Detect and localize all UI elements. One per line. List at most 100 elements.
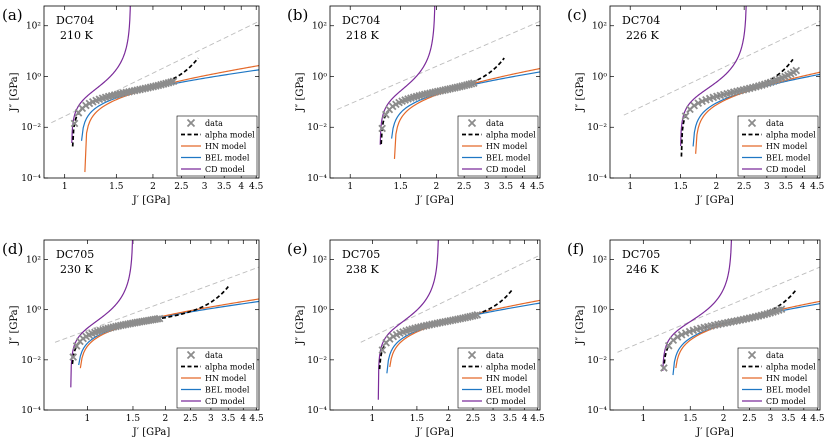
- y-tick-label: 10⁻²: [587, 356, 607, 366]
- data-point: [378, 346, 387, 354]
- legend-data-marker: [467, 118, 477, 128]
- sample-label: DC704: [342, 14, 380, 27]
- sample-label: DC705: [622, 248, 660, 261]
- temperature-label: 226 K: [626, 29, 659, 42]
- x-tick-label: 3.5: [221, 414, 236, 424]
- sample-label: DC705: [56, 248, 94, 261]
- cd-model-curve: [379, 6, 436, 145]
- x-tick-label: 3.5: [499, 182, 514, 192]
- sample-label: DC705: [342, 248, 380, 261]
- legend-data-marker: [186, 350, 196, 360]
- x-tick-label: 2.5: [457, 182, 472, 192]
- data-point: [72, 342, 81, 350]
- y-tick-label: 10⁻⁴: [307, 406, 327, 416]
- data-point: [82, 101, 90, 110]
- x-tick-label: 4: [238, 182, 244, 192]
- y-tick-label: 10⁰: [312, 306, 327, 316]
- x-tick-label: 1.5: [393, 182, 408, 192]
- legend-alpha-model-label: alpha model: [205, 363, 255, 372]
- y-tick-label: 10⁰: [592, 72, 607, 82]
- panel-letter: (c): [567, 6, 587, 24]
- legend-data-label: data: [766, 351, 784, 360]
- y-tick-label: 10⁰: [592, 306, 607, 316]
- y-tick-label: 10⁻⁴: [587, 174, 607, 184]
- y-tick-label: 10⁻²: [21, 123, 41, 133]
- legend-box: [176, 115, 258, 177]
- data-point: [777, 305, 786, 313]
- x-tick-label: 4.5: [530, 182, 545, 192]
- x-tick-label: 4.5: [249, 414, 264, 424]
- y-tick-label: 10²: [312, 22, 327, 32]
- x-tick-label: 2.5: [466, 414, 481, 424]
- legend-data-marker: [747, 350, 757, 360]
- temperature-label: 218 K: [346, 29, 379, 42]
- legend-alpha-model-label: alpha model: [205, 131, 255, 140]
- reference-line: [336, 20, 540, 110]
- x-tick-label: 1: [627, 182, 633, 192]
- x-tick-label: 2.5: [183, 414, 198, 424]
- y-tick-label: 10²: [312, 256, 327, 266]
- data-point: [694, 99, 703, 108]
- reference-line: [360, 254, 540, 343]
- x-tick-label: 2: [162, 414, 168, 424]
- cd-model-curve: [71, 6, 131, 144]
- legend-data-label: data: [766, 119, 784, 128]
- y-tick-label: 10⁰: [26, 72, 41, 82]
- y-tick-label: 10⁻⁴: [587, 406, 607, 416]
- data-point: [677, 330, 686, 339]
- panel-f: (f) DC705 246 K 1 1.5 2 2.5 3 3.5 4 4.5 10² 10⁰ 10⁻² 1…: [567, 239, 825, 438]
- x-tick-label: 3: [764, 182, 770, 192]
- y-axis-label: J″ [GPa]: [575, 72, 586, 112]
- data-point: [467, 79, 476, 88]
- x-tick-label: 3: [768, 414, 774, 424]
- x-tick-label: 3: [208, 414, 214, 424]
- legend-alpha-model-label: alpha model: [766, 363, 816, 372]
- x-tick-label: 1: [347, 182, 353, 192]
- legend-data-marker: [186, 118, 196, 128]
- plot-frame: [43, 239, 260, 411]
- panel-letter: (b): [287, 6, 308, 24]
- y-tick-label: 10²: [592, 22, 607, 32]
- y-tick-label: 10⁰: [312, 72, 327, 82]
- y-axis-label: J″ [GPa]: [575, 305, 586, 345]
- y-tick-label: 10⁻⁴: [21, 174, 41, 184]
- y-tick-label: 10⁻²: [307, 356, 327, 366]
- x-tick-label: 4.5: [530, 414, 545, 424]
- legend-bel-model-label: BEL model: [205, 154, 250, 163]
- legend-cd-model-label: CD model: [205, 397, 245, 406]
- data-point: [155, 314, 164, 323]
- legend-data-label: data: [486, 119, 504, 128]
- data-point: [673, 333, 682, 341]
- temperature-label: 246 K: [626, 263, 659, 276]
- panel-letter: (a): [2, 6, 23, 24]
- x-tick-label: 2.5: [737, 182, 752, 192]
- x-axis-label: J′ [GPa]: [415, 427, 454, 438]
- legend-bel-model-label: BEL model: [486, 154, 531, 163]
- legend-cd-model-label: CD model: [486, 397, 526, 406]
- reference-line: [54, 266, 259, 343]
- x-tick-label: 1.5: [673, 182, 688, 192]
- data-point: [381, 110, 390, 119]
- y-tick-label: 10⁻²: [21, 356, 41, 366]
- y-tick-label: 10⁻²: [307, 123, 327, 133]
- x-tick-label: 4: [520, 182, 526, 192]
- panel-letter: (e): [287, 240, 308, 258]
- data-point: [660, 364, 668, 372]
- sample-label: DC704: [622, 14, 660, 27]
- x-tick-label: 4.5: [249, 182, 264, 192]
- legend-bel-model-label: BEL model: [205, 386, 250, 395]
- plot-area: [336, 6, 540, 159]
- panel-d: (d) DC705 230 K 1 1.5 2 2.5 3 3.5 4 4.5 10² 10⁰ 10⁻² 1…: [2, 239, 264, 438]
- x-tick-label: 3.5: [779, 182, 794, 192]
- y-tick-label: 10⁻²: [587, 123, 607, 133]
- legend-hn-model-label: HN model: [205, 374, 247, 383]
- data-point: [69, 353, 78, 361]
- legend-data-label: data: [486, 351, 504, 360]
- legend-cd-model-label: CD model: [766, 165, 806, 174]
- y-axis-label: J″ [GPa]: [9, 72, 20, 112]
- reference-line: [623, 20, 820, 116]
- cd-model-curve: [680, 6, 747, 146]
- y-tick-label: 10⁻⁴: [307, 174, 327, 184]
- plot-frame: [609, 5, 821, 179]
